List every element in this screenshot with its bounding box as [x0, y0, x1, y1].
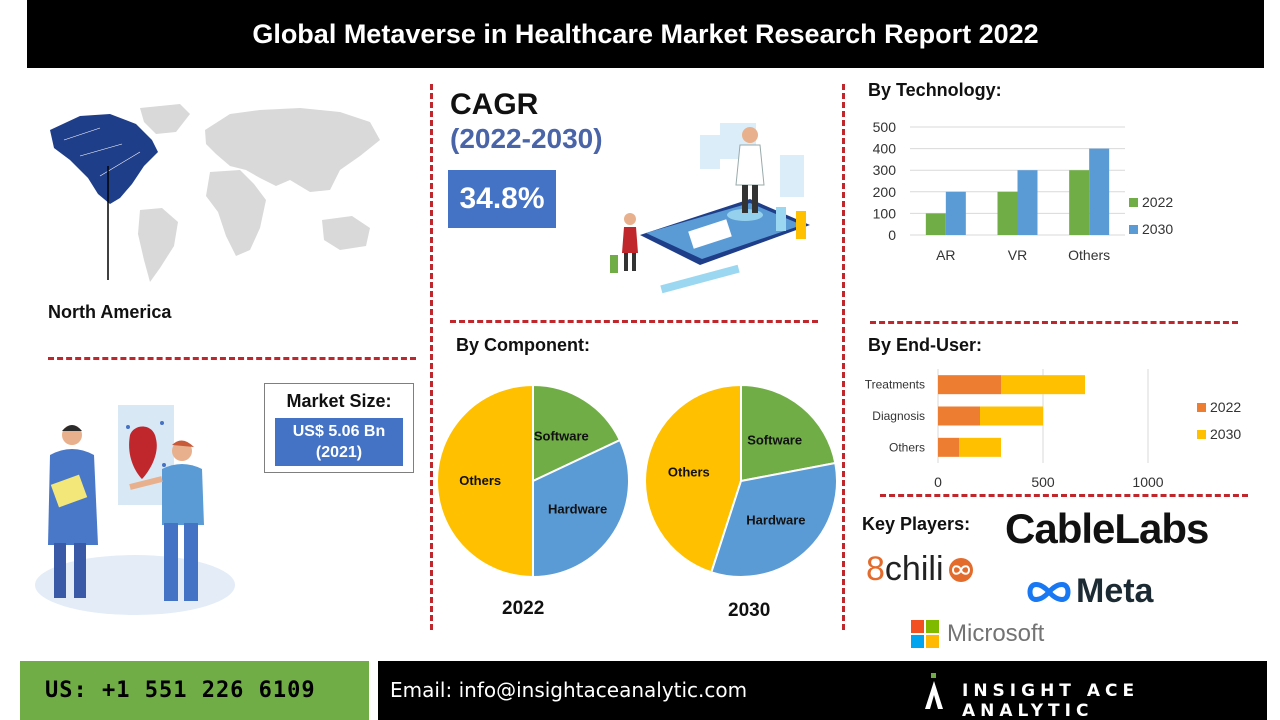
market-size-value-year: (2021) — [315, 444, 363, 461]
enduser-bar-2022-diagnosis — [938, 406, 980, 426]
market-size-value: US$ 5.06 Bn (2021) — [275, 418, 403, 466]
page-title: Global Metaverse in Healthcare Market Re… — [27, 0, 1264, 68]
component-pie-2030: Others Software Hardware — [644, 383, 838, 578]
tech-bar-2022-ar — [925, 213, 946, 235]
enduser-category-label: Others — [889, 440, 925, 454]
meta-infinity-icon — [1027, 581, 1071, 602]
divider-left — [430, 84, 433, 630]
tech-legend-label: 2022 — [1142, 194, 1173, 210]
tech-category-label: Others — [1068, 247, 1110, 263]
phone-illustration — [610, 123, 810, 294]
pie-slice-label: Others — [668, 465, 710, 480]
enduser-xtick-label: 1000 — [1132, 474, 1163, 490]
map-africa — [206, 170, 266, 256]
tech-ytick-label: 500 — [873, 119, 897, 135]
divider-right — [842, 84, 845, 630]
tech-bar-2030-others — [1089, 148, 1110, 235]
pie-slice-label: Hardware — [746, 513, 805, 528]
insightace-logo-icon — [925, 673, 943, 709]
market-size-title: Market Size: — [286, 391, 392, 411]
technology-bar-chart: 0 100 200 300 400 500 AR VR Others 2022 2030 — [873, 119, 1174, 263]
cagr-value: 34.8% — [448, 170, 556, 228]
tech-ytick-label: 200 — [873, 184, 897, 200]
market-size-box: Market Size: US$ 5.06 Bn (2021) — [264, 383, 414, 473]
pie-slice-label: Software — [747, 432, 802, 447]
enduser-legend-swatch — [1197, 430, 1206, 439]
footer-bar: Email: info@insightaceanalytic.com INSIG… — [378, 661, 1267, 720]
chili-logo-word: chili — [884, 550, 944, 588]
market-size-value-amount: US$ 5.06 Bn — [292, 423, 386, 440]
world-map — [50, 104, 380, 282]
tech-legend-label: 2030 — [1142, 221, 1173, 237]
enduser-bar-chart: 0 500 1000 Treatments Diagnosis Others 2022 203… — [865, 369, 1241, 490]
divider-map — [48, 357, 416, 360]
microsoft-logo: Microsoft — [911, 620, 1044, 648]
chili-logo: 8 chili — [866, 550, 976, 589]
enduser-bar-2030-others — [959, 437, 1001, 457]
component-pie-2022: Others Software Hardware — [436, 383, 630, 579]
component-section-title: By Component: — [456, 335, 590, 355]
phone-contact[interactable]: US: +1 551 226 6109 — [20, 661, 369, 720]
pie-slice-others — [644, 383, 742, 574]
tech-category-label: VR — [1008, 247, 1027, 263]
tech-bar-2022-vr — [997, 191, 1018, 235]
email-contact[interactable]: Email: info@insightaceanalytic.com — [390, 678, 748, 702]
map-eurasia — [205, 108, 380, 192]
divider-tech — [870, 321, 1238, 324]
enduser-xtick-label: 500 — [1031, 474, 1055, 490]
tech-ytick-label: 400 — [873, 141, 897, 157]
tech-ytick-label: 100 — [873, 205, 897, 221]
pie-2030-year: 2030 — [728, 600, 771, 621]
tech-ytick-label: 0 — [888, 227, 896, 243]
tech-bar-2030-ar — [945, 191, 966, 235]
enduser-bar-2022-treatments — [938, 375, 1001, 395]
infinity-icon — [948, 557, 973, 582]
region-label: North America — [48, 302, 172, 322]
enduser-bar-2030-diagnosis — [980, 406, 1043, 426]
tech-legend-swatch — [1129, 225, 1138, 234]
enduser-category-label: Treatments — [865, 378, 925, 392]
pie-slice-hardware — [532, 438, 630, 579]
tech-category-label: AR — [936, 247, 955, 263]
divider-cagr — [450, 320, 818, 323]
enduser-legend-swatch — [1197, 403, 1206, 412]
pie-slice-hardware — [710, 461, 838, 578]
tech-bar-2030-vr — [1017, 170, 1038, 235]
pie-slice-others — [436, 383, 534, 579]
doctor-illustration — [35, 405, 235, 615]
chili-logo-digit: 8 — [866, 550, 885, 588]
cagr-period: (2022-2030) — [450, 123, 603, 154]
microsoft-windows-icon — [911, 620, 939, 648]
map-greenland — [140, 104, 190, 134]
tech-legend-swatch — [1129, 198, 1138, 207]
brand-name: INSIGHT ACE ANALYTIC — [962, 681, 1140, 720]
microsoft-logo-text: Microsoft — [947, 620, 1045, 647]
pie-slice-software — [532, 383, 622, 483]
enduser-xtick-label: 0 — [934, 474, 942, 490]
cagr-title: CAGR — [450, 88, 539, 121]
pie-slice-label: Others — [459, 473, 501, 488]
tech-ytick-label: 300 — [873, 162, 897, 178]
pie-slice-label: Software — [534, 428, 589, 443]
meta-logo-text: Meta — [1076, 572, 1154, 610]
pie-slice-label: Hardware — [548, 501, 607, 516]
map-north-america — [50, 114, 158, 204]
enduser-legend-label: 2022 — [1210, 399, 1241, 415]
enduser-section-title: By End-User: — [868, 335, 983, 355]
meta-logo: Meta — [1026, 572, 1153, 611]
map-australia — [322, 216, 370, 250]
divider-enduser — [880, 494, 1248, 497]
tech-bar-2022-others — [1069, 170, 1090, 235]
pie-2022-year: 2022 — [502, 598, 545, 619]
map-south-america — [138, 208, 178, 282]
enduser-bar-2022-others — [938, 437, 959, 457]
key-players-title: Key Players: — [862, 514, 971, 534]
enduser-bar-2030-treatments — [1001, 375, 1085, 395]
cablelabs-logo: CableLabs — [1005, 505, 1209, 552]
pie-slice-software — [740, 383, 837, 483]
enduser-legend-label: 2030 — [1210, 426, 1241, 442]
enduser-category-label: Diagnosis — [872, 409, 925, 423]
technology-section-title: By Technology: — [868, 80, 1002, 100]
